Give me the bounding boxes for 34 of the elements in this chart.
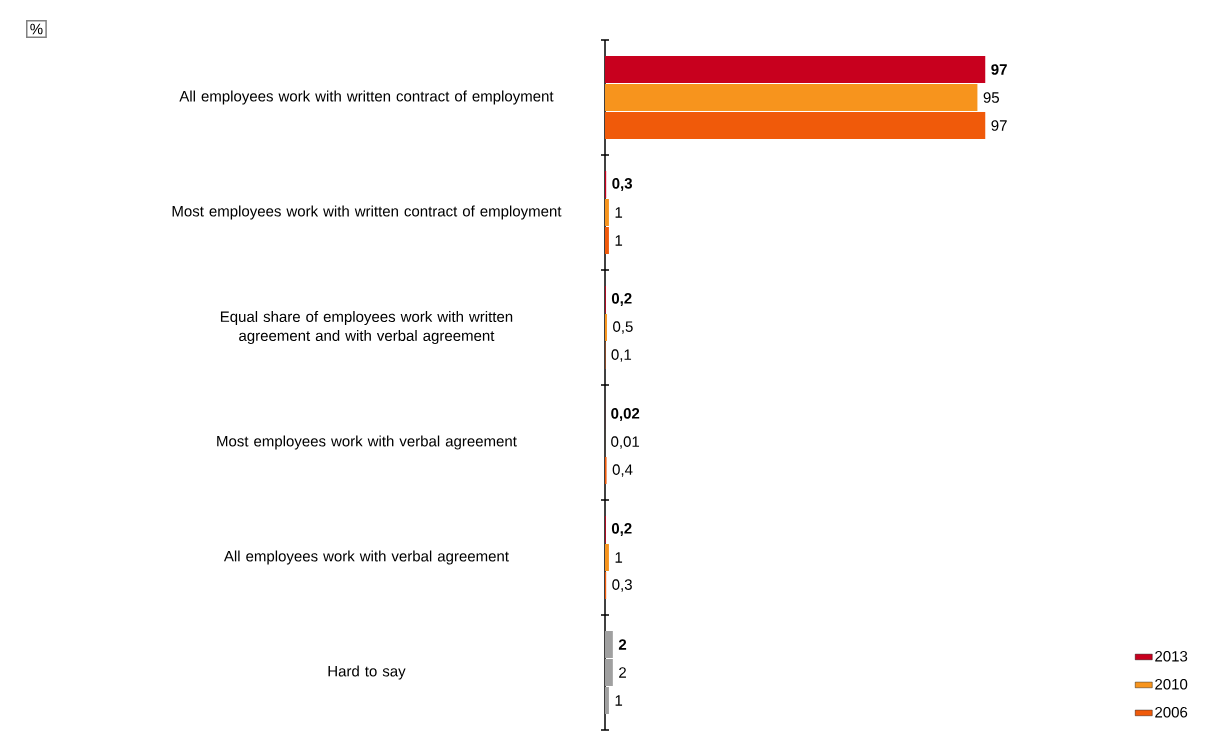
data-label: 97 (991, 64, 1007, 75)
y-tick-label: All employees work with verbal agreement (223, 550, 509, 565)
data-label: 1 (615, 235, 623, 246)
data-label: 0,02 (611, 408, 640, 421)
legend-label: 2006 (1155, 706, 1188, 718)
y-tick-label: Most employees work with verbal agreement (217, 435, 517, 450)
bar (605, 544, 609, 571)
data-label: 0,3 (612, 178, 633, 191)
bar (605, 84, 978, 111)
bar (605, 199, 609, 226)
data-label: 1 (615, 695, 623, 706)
data-label: 0,3 (612, 579, 632, 592)
y-tick-label: Hard to say (328, 665, 406, 680)
data-label: 0,1 (611, 349, 632, 362)
legend-label: 2010 (1155, 678, 1188, 690)
data-label: 1 (615, 207, 623, 218)
y-tick-label: Most employees work with written contract of employment (172, 205, 562, 220)
data-label: 0,4 (612, 464, 633, 477)
data-label: 0,2 (611, 523, 632, 536)
data-label: 0,2 (611, 293, 632, 306)
bar (605, 227, 609, 254)
data-label: 2 (619, 667, 626, 678)
text: % (30, 23, 43, 35)
y-tick-label: All employees work with written contract of employment (179, 90, 554, 105)
data-label: 2 (618, 639, 627, 650)
bar (605, 112, 986, 139)
data-label: 1 (615, 552, 623, 563)
y-tick-label: Equal share of employees work with written agreement and with verbal agreement (220, 311, 513, 344)
bar (605, 56, 986, 83)
data-label: 0,01 (611, 436, 640, 449)
data-label: 0,5 (613, 321, 633, 334)
data-label: 95 (983, 92, 999, 103)
legend-label: 2013 (1155, 650, 1188, 662)
data-label: 97 (991, 120, 1007, 131)
